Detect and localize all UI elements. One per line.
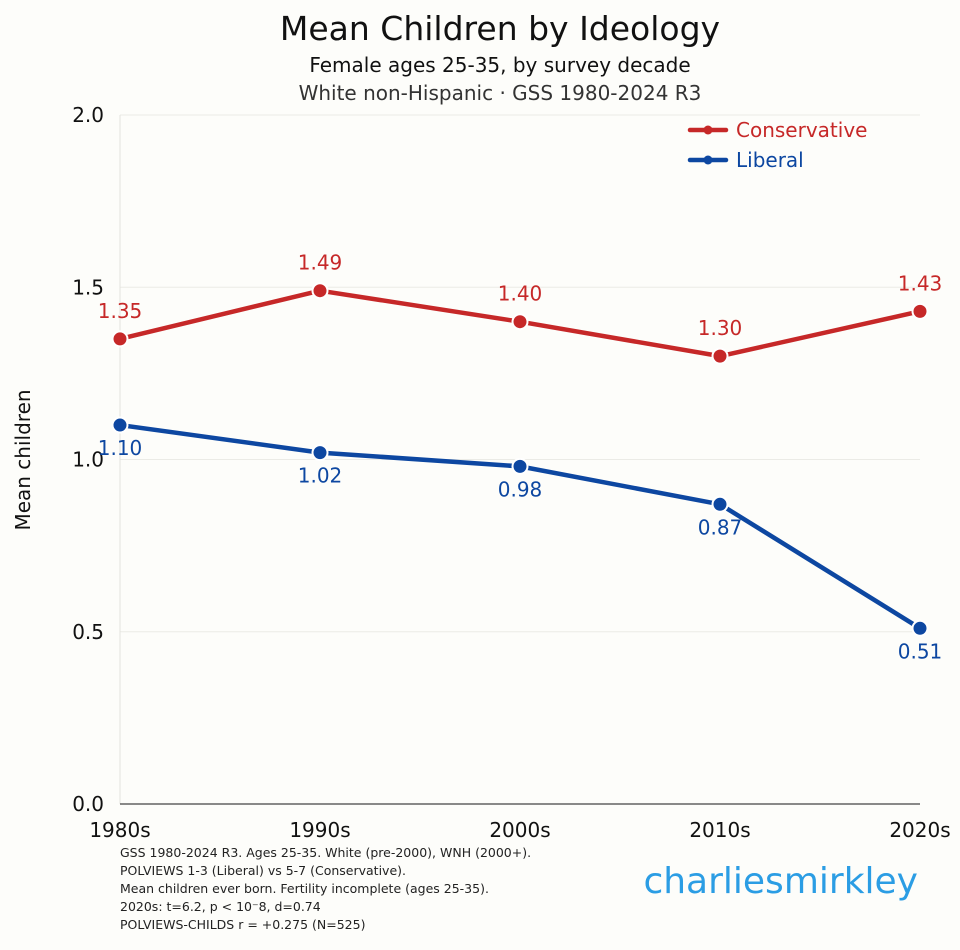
- footnote-line: 2020s: t=6.2, p < 10⁻8, d=0.74: [120, 899, 321, 914]
- series-conservative: 1.35 1.49 1.40 1.30 1.43: [98, 251, 943, 365]
- data-point: [111, 330, 129, 348]
- data-label: 1.43: [898, 271, 943, 295]
- watermark: charliesmirkley: [643, 861, 918, 902]
- footnote-line: POLVIEWS 1-3 (Liberal) vs 5-7 (Conservat…: [120, 863, 406, 878]
- data-label: 0.51: [898, 639, 943, 663]
- footnote-line: Mean children ever born. Fertility incom…: [120, 881, 489, 896]
- y-tick-label: 0.0: [72, 792, 104, 816]
- footnotes: GSS 1980-2024 R3. Ages 25-35. White (pre…: [120, 845, 531, 932]
- x-tick-label: 2000s: [489, 818, 550, 842]
- chart-title: Mean Children by Ideology: [280, 9, 720, 48]
- chart-subtitle-source: White non-Hispanic · GSS 1980-2024 R3: [299, 81, 702, 105]
- data-label: 1.30: [698, 316, 743, 340]
- series-liberal: 1.10 1.02 0.98 0.87 0.51: [98, 416, 943, 663]
- y-tick-label: 0.5: [72, 620, 104, 644]
- legend: Conservative Liberal: [687, 118, 867, 172]
- y-tick-label: 2.0: [72, 103, 104, 127]
- legend-swatch-marker: [703, 155, 713, 165]
- data-point: [911, 619, 929, 637]
- footnote-line: GSS 1980-2024 R3. Ages 25-35. White (pre…: [120, 845, 531, 860]
- legend-label: Conservative: [736, 118, 867, 142]
- data-point: [911, 302, 929, 320]
- grid: [120, 114, 920, 633]
- data-label: 1.10: [98, 436, 143, 460]
- data-label: 1.40: [498, 282, 543, 306]
- data-label: 1.49: [298, 251, 343, 275]
- data-point: [311, 282, 329, 300]
- legend-label: Liberal: [736, 148, 804, 172]
- x-tick-label: 2020s: [889, 818, 950, 842]
- data-label: 0.87: [698, 515, 743, 539]
- y-tick-label: 1.0: [72, 448, 104, 472]
- legend-item-liberal: Liberal: [687, 148, 804, 172]
- data-point: [511, 457, 529, 475]
- x-tick-label: 2010s: [689, 818, 750, 842]
- data-point: [711, 495, 729, 513]
- legend-swatch-marker: [703, 125, 713, 135]
- y-axis-label: Mean children: [11, 389, 35, 530]
- y-tick-label: 1.5: [72, 275, 104, 299]
- data-label: 1.35: [98, 299, 143, 323]
- x-tick-label: 1980s: [89, 818, 150, 842]
- chart-subtitle: Female ages 25-35, by survey decade: [309, 53, 690, 77]
- legend-item-conservative: Conservative: [687, 118, 867, 142]
- footnote-line: POLVIEWS-CHILDS r = +0.275 (N=525): [120, 917, 365, 932]
- data-point: [711, 347, 729, 365]
- data-label: 1.02: [298, 464, 343, 488]
- data-point: [511, 313, 529, 331]
- axes: 0.0 0.5 1.0 1.5 2.0 1980s 1990s 2000s 2010s 2020s: [72, 103, 950, 842]
- series-layer: 1.35 1.49 1.40 1.30 1.43 1.10 1.02 0.98 0.87 0.51: [98, 251, 943, 664]
- x-tick-label: 1990s: [289, 818, 350, 842]
- series-line: [117, 422, 923, 631]
- data-label: 0.98: [498, 477, 543, 501]
- data-point: [111, 416, 129, 434]
- data-point: [311, 444, 329, 462]
